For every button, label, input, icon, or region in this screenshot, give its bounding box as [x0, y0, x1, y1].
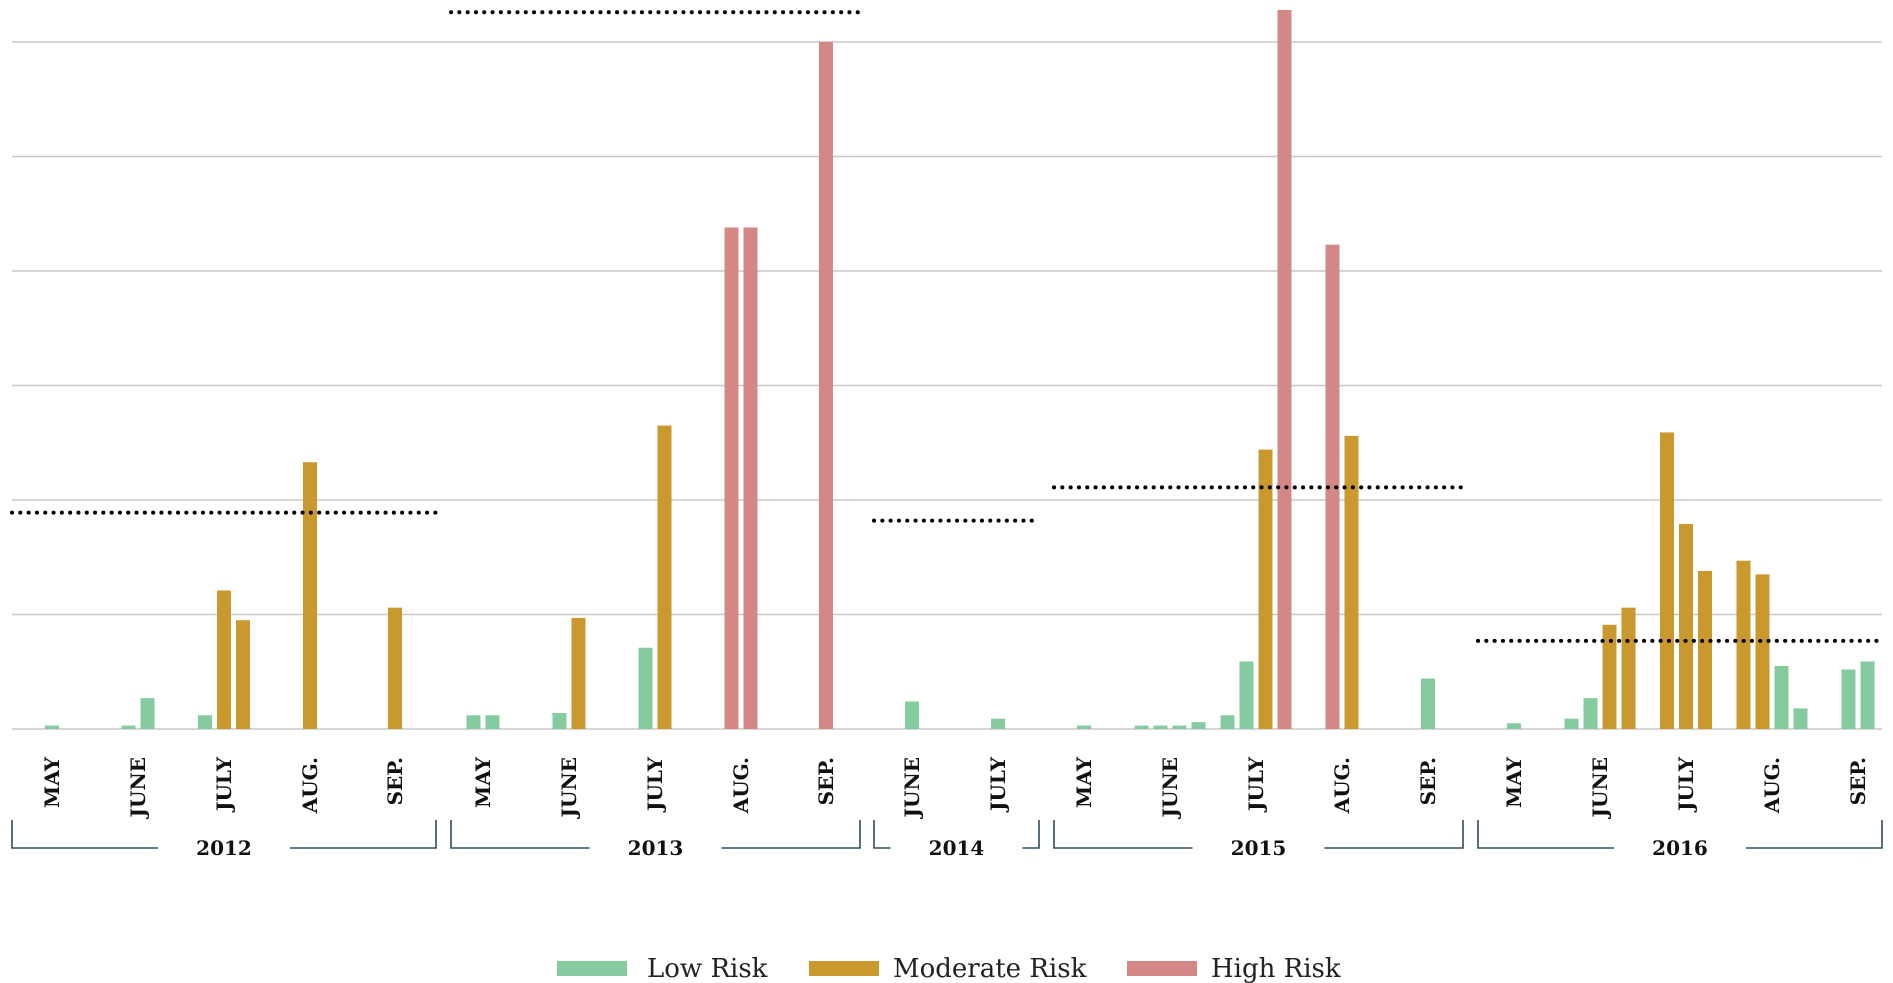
bar-moderate-risk: [1602, 624, 1617, 729]
month-label: MAY: [1072, 756, 1096, 808]
year-bracket-right: [1746, 820, 1883, 849]
bar-low-risk: [1220, 715, 1235, 729]
month-label: AUG.: [729, 757, 753, 814]
bar-moderate-risk: [217, 590, 231, 729]
month-label: MAY: [1502, 756, 1526, 808]
month-label: SEP.: [814, 757, 838, 805]
bar-high-risk: [819, 42, 833, 729]
bar-low-risk: [1583, 698, 1598, 729]
gridlines: [12, 41, 1882, 730]
bar-moderate-risk: [1660, 432, 1674, 729]
legend-label: High Risk: [1211, 954, 1341, 983]
dotted-reference-lines: [10, 10, 1884, 643]
bar-high-risk: [724, 227, 739, 730]
month-label: AUG.: [1760, 757, 1784, 814]
month-label: JUNE: [557, 757, 581, 819]
bar-low-risk: [905, 701, 919, 729]
year-label: 2012: [196, 836, 252, 860]
bar-low-risk: [198, 715, 212, 729]
bar-low-risk: [1774, 666, 1789, 729]
year-bracket-left: [450, 820, 590, 849]
bar-low-risk: [485, 715, 500, 729]
month-label: JUNE: [1158, 757, 1182, 819]
year-bracket-left: [11, 820, 158, 849]
year-label: 2014: [929, 836, 985, 860]
bar-moderate-risk: [571, 617, 586, 729]
month-label: JUNE: [900, 757, 924, 819]
bar-low-risk: [638, 647, 653, 729]
year-brackets: 2012 2013 2014 2015 2016: [11, 820, 1883, 860]
bar-moderate-risk: [1755, 574, 1770, 729]
year-bracket-right: [1022, 820, 1040, 849]
bar-moderate-risk: [236, 620, 250, 729]
month-label: AUG.: [298, 757, 322, 814]
month-label: JUNE: [126, 757, 150, 819]
bar-low-risk: [552, 712, 567, 729]
bar-low-risk: [991, 718, 1005, 729]
bar-low-risk: [121, 725, 136, 729]
bar-moderate-risk: [1698, 570, 1712, 729]
year-bracket-right: [290, 820, 437, 849]
month-label: SEP.: [1846, 757, 1870, 805]
legend-label: Low Risk: [647, 954, 768, 983]
bar-moderate-risk: [1621, 607, 1636, 729]
year-label: 2013: [628, 836, 684, 860]
year-bracket-left: [1477, 820, 1614, 849]
bar-low-risk: [1507, 723, 1521, 729]
month-label: JULY: [1244, 756, 1268, 813]
bar-moderate-risk: [657, 425, 672, 729]
legend-label: Moderate Risk: [893, 954, 1087, 983]
month-label: SEP.: [383, 757, 407, 805]
month-label: JULY: [643, 756, 667, 813]
bar-low-risk: [140, 698, 155, 729]
month-label: AUG.: [1330, 757, 1354, 814]
bar-low-risk: [1793, 708, 1808, 729]
bar-low-risk: [1860, 661, 1875, 729]
bar-low-risk: [466, 715, 481, 729]
month-label: SEP.: [1416, 757, 1440, 805]
month-label: JUNE: [1588, 757, 1612, 819]
month-label: JULY: [986, 756, 1010, 813]
bar-low-risk: [1564, 718, 1579, 729]
bar-low-risk: [1153, 725, 1168, 729]
bar-low-risk: [1134, 725, 1149, 729]
bar-high-risk: [743, 227, 758, 730]
bar-moderate-risk: [1258, 449, 1273, 729]
bar-low-risk: [1421, 678, 1435, 729]
bar-moderate-risk: [388, 607, 402, 729]
bar-moderate-risk: [1736, 560, 1751, 729]
year-label: 2016: [1652, 836, 1708, 860]
legend: Low Risk Moderate Risk High Risk: [557, 954, 1341, 983]
bar-high-risk: [1325, 244, 1340, 730]
legend-swatch: [809, 961, 879, 976]
bar-moderate-risk: [1679, 524, 1693, 729]
year-bracket-left: [873, 820, 891, 849]
bar-moderate-risk: [1344, 435, 1359, 729]
month-label: JULY: [1674, 756, 1698, 813]
bar-low-risk: [1077, 725, 1091, 729]
year-bracket-right: [721, 820, 861, 849]
legend-swatch: [557, 961, 627, 976]
bar-low-risk: [1239, 661, 1254, 729]
bar-low-risk: [1172, 725, 1187, 729]
bar-low-risk: [45, 725, 59, 729]
bar-moderate-risk: [303, 462, 317, 729]
legend-swatch: [1127, 961, 1197, 976]
bar-low-risk: [1191, 722, 1206, 729]
year-bracket-left: [1053, 820, 1193, 849]
year-label: 2015: [1231, 836, 1287, 860]
month-label: MAY: [40, 756, 64, 808]
month-label: MAY: [471, 756, 495, 808]
year-bracket-right: [1324, 820, 1464, 849]
bars: [45, 9, 1875, 730]
month-label: JULY: [212, 756, 236, 813]
bar-high-risk: [1277, 9, 1292, 729]
month-labels: MAY JUNE JULY AUG. SEP. MAY JUNE JULY AUG. SEP. JU…: [40, 756, 1870, 819]
bar-low-risk: [1841, 669, 1856, 729]
